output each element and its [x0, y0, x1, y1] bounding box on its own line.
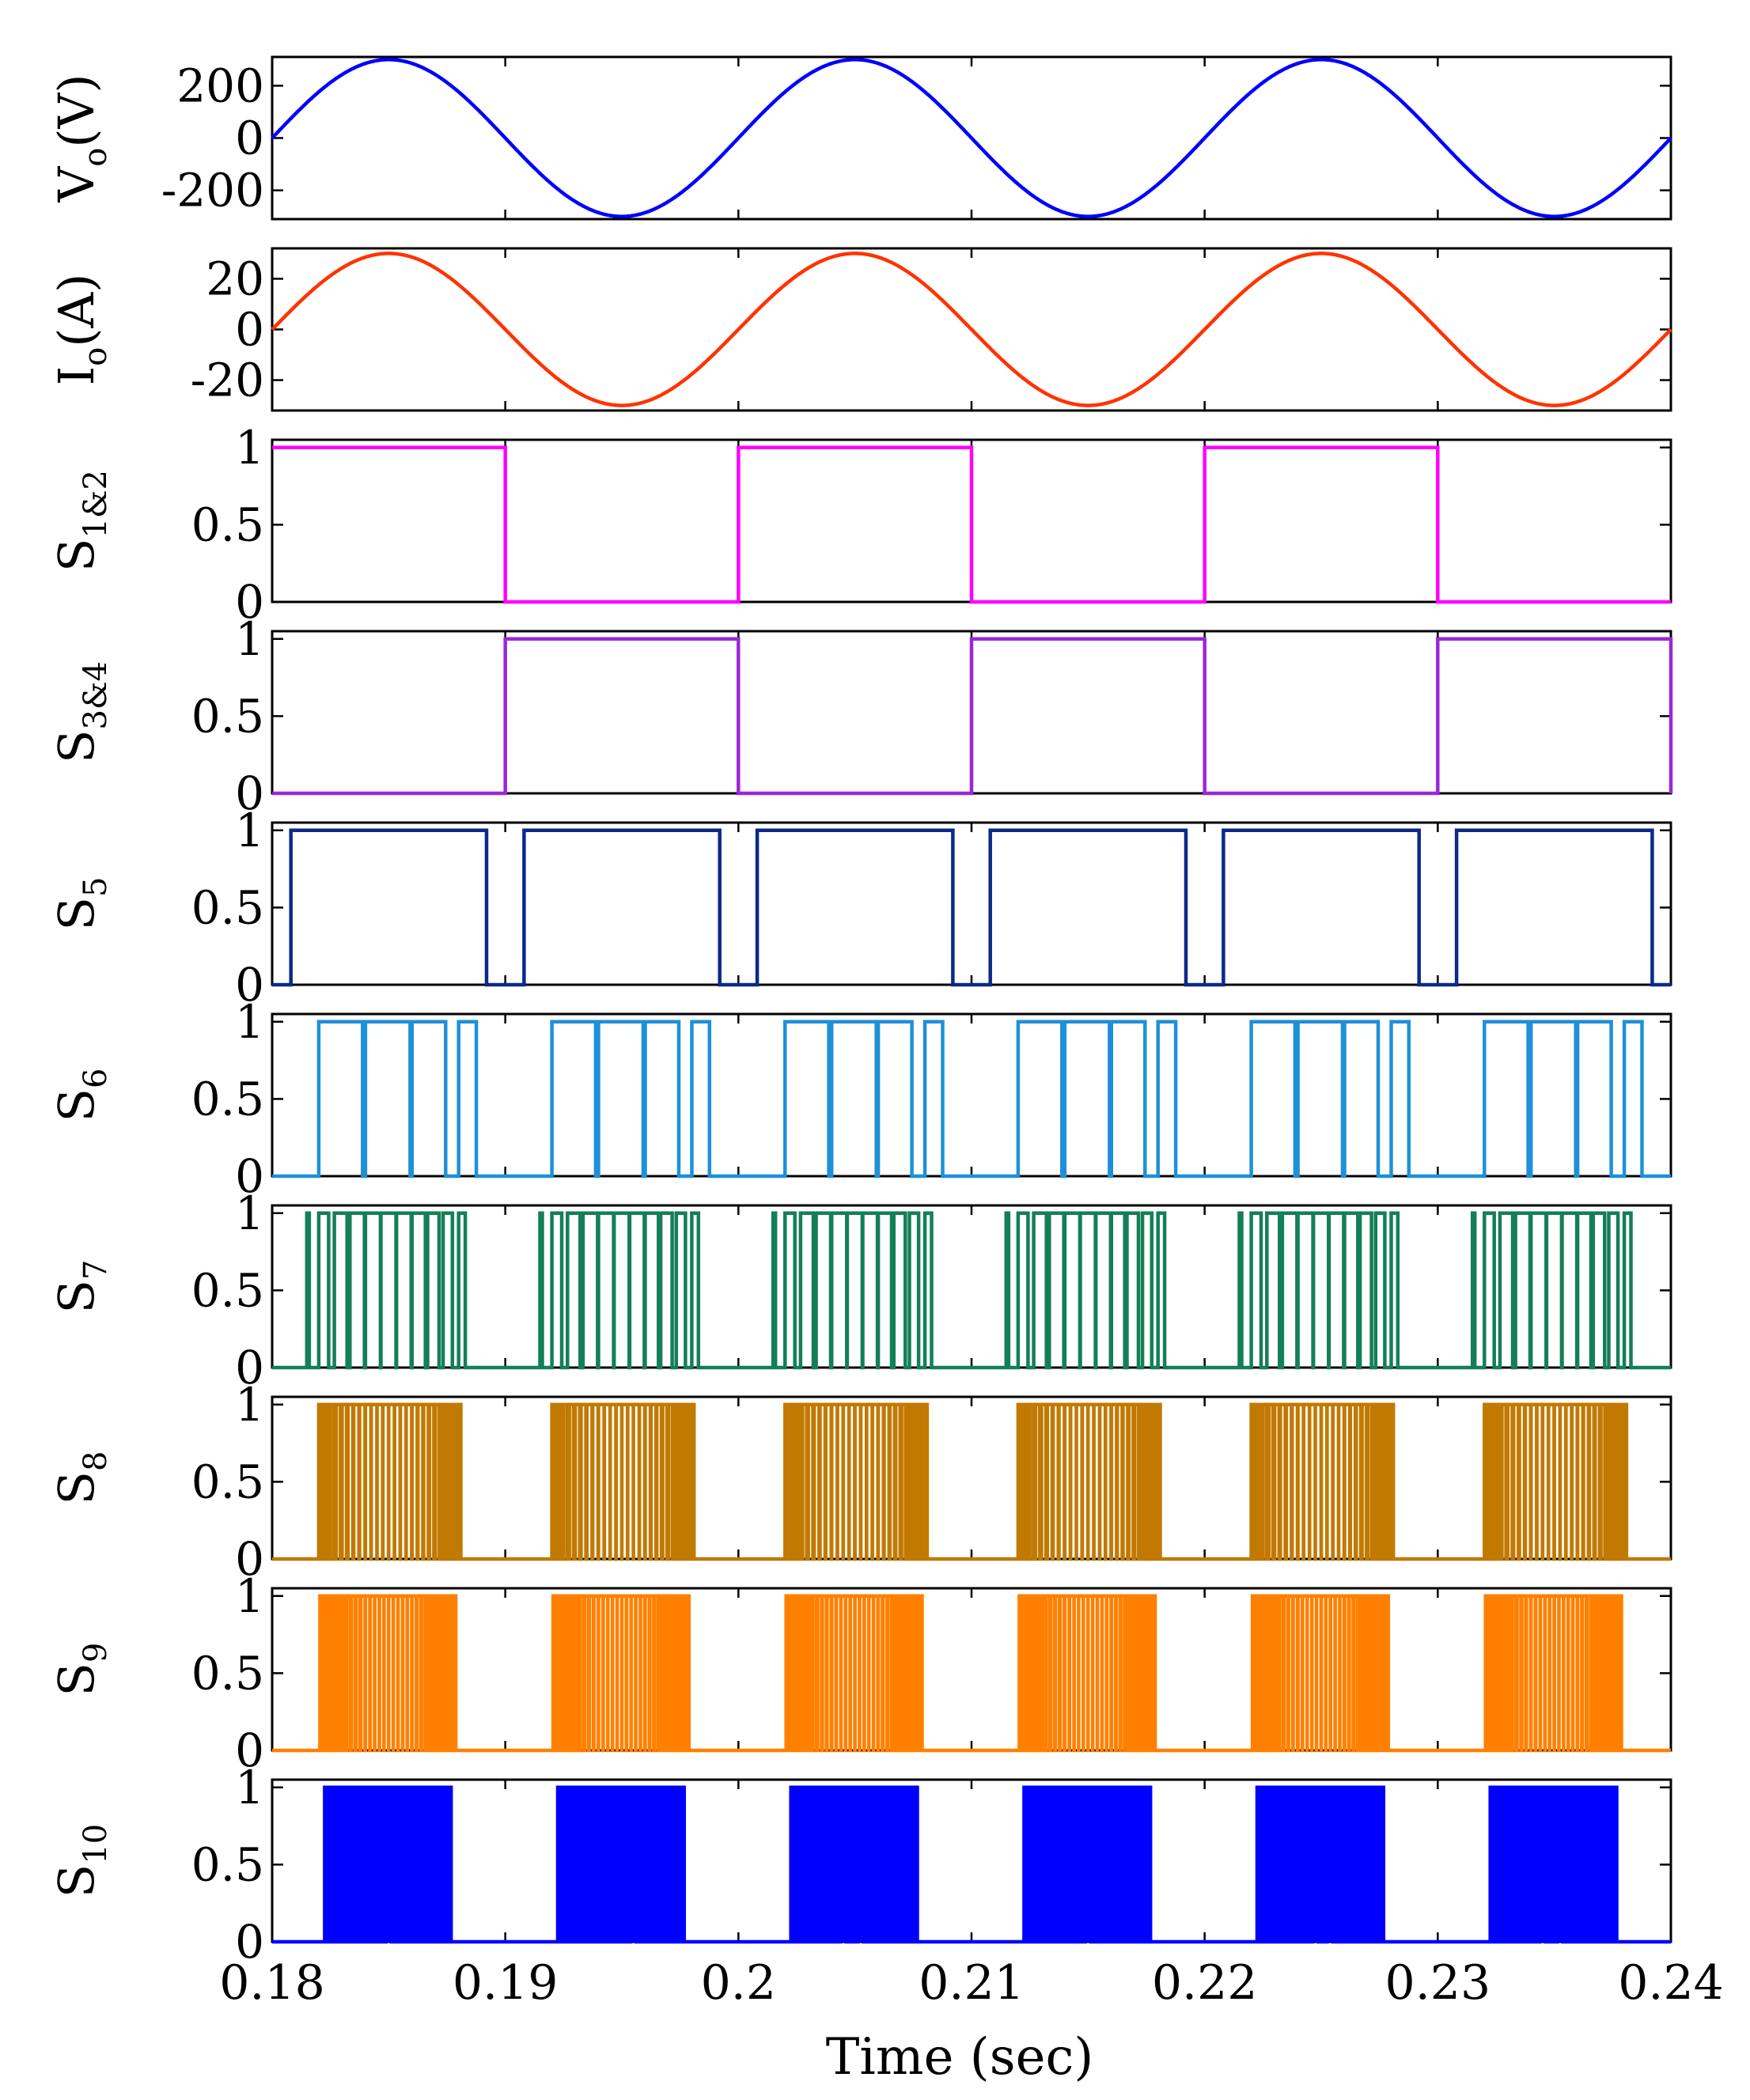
- y-tick-label: 0: [235, 575, 264, 629]
- subplot-s34: 1 0.5 0 S3&4: [47, 612, 1673, 820]
- y-axis-label-unit: (V): [47, 74, 105, 147]
- y-tick-label: 0.5: [191, 1837, 264, 1891]
- subplot-s9: 1 0.5 0 S9: [47, 1569, 1672, 1777]
- y-tick-label: 1: [235, 1761, 264, 1814]
- y-axis-label: S3&4: [47, 661, 114, 763]
- y-axis-label-unit: (A): [47, 274, 105, 347]
- y-axis-label-subscript: 5: [78, 877, 114, 897]
- plot-frame: [271, 1395, 1672, 1561]
- y-tick-label: 0.5: [191, 1646, 264, 1700]
- plot-frame: [271, 1012, 1672, 1178]
- y-axis-label-subscript: 6: [78, 1069, 114, 1088]
- y-axis-label: Vo(V): [47, 74, 114, 202]
- y-tick-label: 20: [206, 252, 264, 305]
- y-axis-label: S5: [47, 877, 114, 931]
- y-axis-label-subscript: o: [78, 148, 114, 167]
- subplot-io: 200-20 Io(A): [47, 247, 1672, 412]
- x-tick-label: 0.21: [919, 1955, 1025, 2011]
- waveform-s10: [272, 1785, 1671, 1944]
- y-tick-label: 1: [235, 612, 264, 666]
- y-tick-label: 1: [235, 995, 264, 1049]
- y-tick-label: 200: [176, 59, 264, 112]
- y-tick-label: 0: [235, 112, 264, 165]
- y-axis-label-main: S: [47, 897, 105, 930]
- y-axis-label: S10: [47, 1824, 114, 1898]
- y-axis-label-main: S: [47, 1280, 105, 1313]
- y-axis-label: S8: [47, 1451, 114, 1505]
- y-axis-label-main: S: [47, 1088, 105, 1122]
- y-axis-label-subscript: 9: [78, 1643, 114, 1663]
- y-tick-label: 0.5: [191, 1455, 264, 1508]
- y-axis-label-subscript: 8: [78, 1451, 114, 1471]
- waveform-vo: [271, 58, 1672, 218]
- y-tick-label: 1: [235, 1186, 264, 1240]
- subplot-s12: 1 0.5 0 S1&2: [47, 421, 1672, 629]
- y-tick-label: 0: [235, 958, 264, 1012]
- waveform-s9: [272, 1594, 1671, 1753]
- waveform-io: [271, 252, 1672, 407]
- y-tick-label: 1: [235, 804, 264, 857]
- x-tick-label: 0.18: [219, 1955, 325, 2011]
- y-tick-label: 0: [235, 766, 264, 820]
- x-tick-label: 0.22: [1152, 1955, 1258, 2011]
- plot-frame: [271, 1204, 1672, 1369]
- y-axis-label: Io(A): [47, 274, 114, 386]
- y-axis-label-subscript: 10: [78, 1824, 114, 1864]
- y-axis-label-main: I: [47, 366, 105, 386]
- waveform-s6: [272, 1020, 1671, 1179]
- y-axis-label: S1&2: [47, 470, 114, 572]
- x-tick-label: 0.24: [1618, 1955, 1724, 2011]
- x-tick-label: 0.19: [453, 1955, 559, 2011]
- y-tick-label: 0: [235, 1341, 264, 1394]
- y-axis-label: S7: [47, 1260, 114, 1314]
- y-tick-label: 0: [235, 303, 264, 357]
- waveform-s12: [272, 445, 1671, 604]
- waveform-s34: [272, 637, 1673, 796]
- subplot-s5: 1 0.5 0 S5: [47, 804, 1672, 1012]
- y-tick-label: 0.5: [191, 498, 264, 551]
- y-axis-label-main: S: [47, 730, 105, 763]
- y-tick-label: 1: [235, 1378, 264, 1432]
- y-tick-label: 1: [235, 421, 264, 475]
- y-tick-label: -200: [161, 164, 264, 218]
- plot-frame: [271, 821, 1672, 986]
- y-axis-label-main: S: [47, 1864, 105, 1898]
- subplot-s7: 1 0.5 0 S7: [47, 1186, 1672, 1394]
- y-axis-label: S6: [47, 1069, 114, 1122]
- subplot-s10: 1 0.5 0 S10: [47, 1761, 1672, 1969]
- y-axis-label: S9: [47, 1643, 114, 1697]
- waveform-s7: [272, 1211, 1671, 1370]
- subplot-panels: 2000-200Vo(V)200-20Io(A)10.50S1&210.50S3…: [47, 55, 1673, 1969]
- y-axis-label-main: S: [47, 1663, 105, 1696]
- y-tick-label: 0: [235, 1149, 264, 1203]
- subplot-s8: 1 0.5 0 S8: [47, 1378, 1672, 1586]
- x-tick-label: 0.2: [701, 1955, 776, 2011]
- y-tick-label: 0.5: [191, 1072, 264, 1126]
- y-axis-label-main: V: [47, 166, 105, 203]
- waveform-s5: [272, 828, 1671, 987]
- y-axis-label-subscript: o: [78, 347, 114, 366]
- shared-x-axis: Time (sec) 0.18 0.19 0.2 0.21 0.22 0.23 0.24: [219, 1955, 1724, 2087]
- y-tick-label: 0.5: [191, 880, 264, 934]
- x-tick-label: 0.23: [1385, 1955, 1491, 2011]
- waveform-s8: [272, 1402, 1671, 1561]
- y-axis-label-main: S: [47, 539, 105, 572]
- y-axis-label-subscript: 7: [78, 1260, 114, 1280]
- x-axis-label: Time (sec): [826, 2028, 1094, 2087]
- y-tick-label: 0.5: [191, 1263, 264, 1317]
- y-tick-label: 0: [235, 1915, 264, 1969]
- y-tick-label: 0.5: [191, 689, 264, 743]
- y-axis-label-subscript: 3&4: [78, 661, 114, 730]
- subplot-s6: 1 0.5 0 S6: [47, 995, 1672, 1203]
- y-tick-label: 1: [235, 1569, 264, 1623]
- plot-frame: [271, 1587, 1672, 1752]
- y-tick-label: -20: [191, 354, 264, 407]
- y-tick-label: 0: [235, 1532, 264, 1586]
- plot-frame: [271, 1778, 1672, 1943]
- y-tick-label: 0: [235, 1724, 264, 1777]
- y-axis-label-main: S: [47, 1471, 105, 1504]
- y-axis-label-subscript: 1&2: [78, 470, 114, 539]
